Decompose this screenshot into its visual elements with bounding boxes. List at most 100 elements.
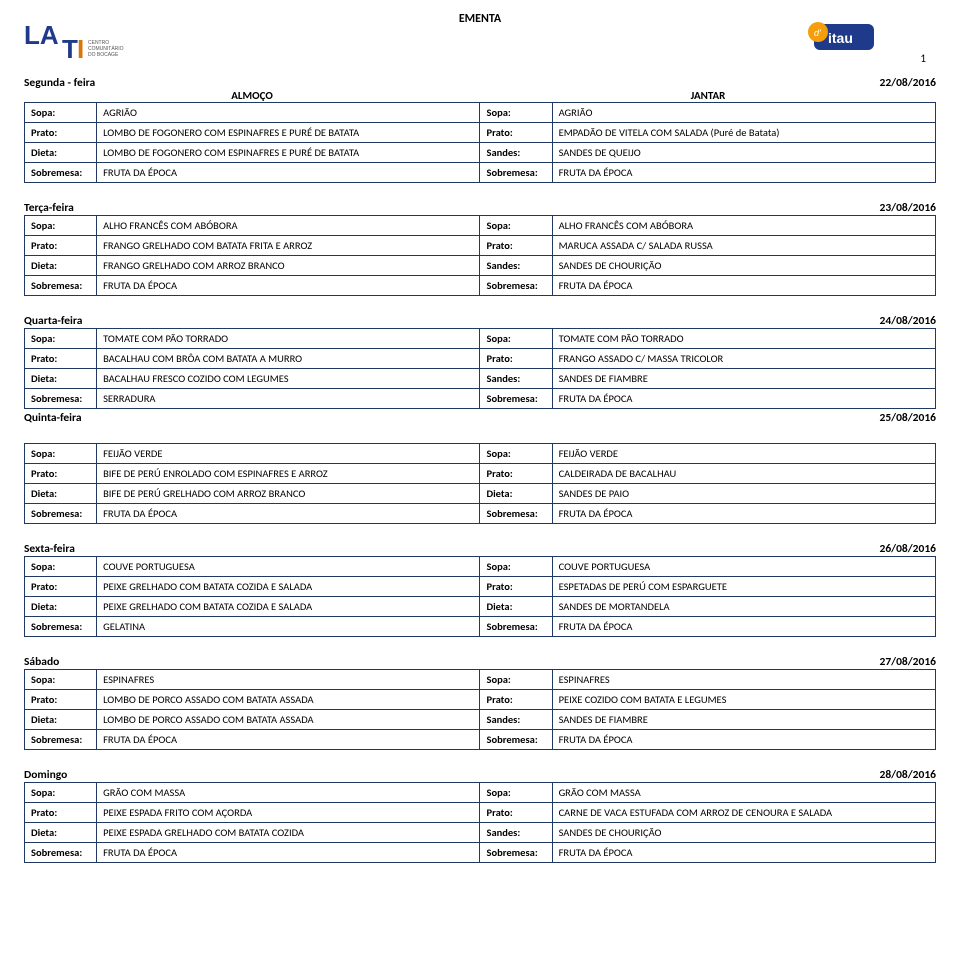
row-label-left: Dieta: [25, 484, 97, 504]
svg-text:DO BOCAGE: DO BOCAGE [88, 52, 119, 58]
row-value-right: ALHO FRANCÊS COM ABÓBORA [552, 216, 935, 236]
row-value-right: FRUTA DA ÉPOCA [552, 163, 935, 183]
row-value-left: LOMBO DE FOGONERO COM ESPINAFRES E PURÉ … [97, 143, 480, 163]
table-row: Sobremesa:FRUTA DA ÉPOCASobremesa:FRUTA … [25, 730, 936, 750]
row-label-right: Sobremesa: [480, 163, 552, 183]
row-value-right: SANDES DE PAIO [552, 484, 935, 504]
row-label-right: Sandes: [480, 369, 552, 389]
row-label-left: Prato: [25, 803, 97, 823]
row-label-right: Sopa: [480, 444, 552, 464]
row-value-right: FRUTA DA ÉPOCA [552, 276, 935, 296]
row-value-left: ESPINAFRES [97, 670, 480, 690]
row-label-left: Sobremesa: [25, 163, 97, 183]
table-row: Prato:BACALHAU COM BRÔA COM BATATA A MUR… [25, 349, 936, 369]
table-row: Sopa:COUVE PORTUGUESASopa:COUVE PORTUGUE… [25, 557, 936, 577]
table-row: Sobremesa:FRUTA DA ÉPOCASobremesa:FRUTA … [25, 504, 936, 524]
day-date: 25/08/2016 [879, 411, 936, 425]
svg-text:T: T [62, 34, 78, 62]
row-value-right: TOMATE COM PÃO TORRADO [552, 329, 935, 349]
day-block: Quarta-feira24/08/2016Sopa:TOMATE COM PÃ… [24, 314, 936, 425]
row-label-left: Sopa: [25, 670, 97, 690]
row-value-left: FRUTA DA ÉPOCA [97, 843, 480, 863]
menu-table: Sopa:FEIJÃO VERDESopa:FEIJÃO VERDEPrato:… [24, 443, 936, 524]
table-row: Sopa:ESPINAFRESSopa:ESPINAFRES [25, 670, 936, 690]
row-label-left: Dieta: [25, 823, 97, 843]
row-label-right: Sandes: [480, 823, 552, 843]
row-value-right: ESPINAFRES [552, 670, 935, 690]
row-value-left: LOMBO DE FOGONERO COM ESPINAFRES E PURÉ … [97, 123, 480, 143]
row-label-right: Sandes: [480, 710, 552, 730]
row-label-right: Dieta: [480, 484, 552, 504]
table-row: Prato:LOMBO DE FOGONERO COM ESPINAFRES E… [25, 123, 936, 143]
row-value-left: ALHO FRANCÊS COM ABÓBORA [97, 216, 480, 236]
row-value-left: FRUTA DA ÉPOCA [97, 163, 480, 183]
row-label-right: Sopa: [480, 216, 552, 236]
day-name: Sexta-feira [24, 542, 75, 556]
row-label-right: Prato: [480, 236, 552, 256]
row-value-left: FEIJÃO VERDE [97, 444, 480, 464]
table-row: Dieta:PEIXE ESPADA GRELHADO COM BATATA C… [25, 823, 936, 843]
row-value-right: MARUCA ASSADA C/ SALADA RUSSA [552, 236, 935, 256]
row-value-right: SANDES DE FIAMBRE [552, 369, 935, 389]
row-value-left: FRUTA DA ÉPOCA [97, 730, 480, 750]
days-container: Segunda - feira22/08/2016ALMOÇOJANTARSop… [24, 76, 936, 863]
row-label-left: Sobremesa: [25, 730, 97, 750]
row-value-right: GRÃO COM MASSA [552, 783, 935, 803]
row-label-left: Sopa: [25, 329, 97, 349]
table-row: Prato:PEIXE GRELHADO COM BATATA COZIDA E… [25, 577, 936, 597]
row-value-right: SANDES DE FIAMBRE [552, 710, 935, 730]
day-name: Quarta-feira [24, 314, 82, 328]
row-value-right: CARNE DE VACA ESTUFADA COM ARROZ DE CENO… [552, 803, 935, 823]
row-value-left: PEIXE GRELHADO COM BATATA COZIDA E SALAD… [97, 577, 480, 597]
day-name: Domingo [24, 768, 67, 782]
table-row: Sobremesa:FRUTA DA ÉPOCASobremesa:FRUTA … [25, 163, 936, 183]
row-value-left: LOMBO DE PORCO ASSADO COM BATATA ASSADA [97, 690, 480, 710]
page-title: EMENTA [459, 12, 501, 26]
svg-text:I: I [77, 34, 84, 62]
svg-text:d': d' [814, 28, 821, 38]
row-label-right: Prato: [480, 464, 552, 484]
row-label-right: Sobremesa: [480, 843, 552, 863]
table-row: Prato:LOMBO DE PORCO ASSADO COM BATATA A… [25, 690, 936, 710]
meal-header-dinner: JANTAR [480, 89, 936, 102]
row-value-right: SANDES DE CHOURIÇÃO [552, 256, 935, 276]
table-row: Sopa:FEIJÃO VERDESopa:FEIJÃO VERDE [25, 444, 936, 464]
table-row: Prato:PEIXE ESPADA FRITO COM AÇORDAPrato… [25, 803, 936, 823]
day-header: Domingo 28/08/2016 [24, 768, 936, 782]
day-date: 27/08/2016 [879, 655, 936, 669]
table-row: Dieta:BIFE DE PERÚ GRELHADO COM ARROZ BR… [25, 484, 936, 504]
day-block: Sopa:FEIJÃO VERDESopa:FEIJÃO VERDEPrato:… [24, 443, 936, 524]
menu-table: Sopa:ESPINAFRESSopa:ESPINAFRESPrato:LOMB… [24, 669, 936, 750]
table-row: Sobremesa:FRUTA DA ÉPOCASobremesa:FRUTA … [25, 843, 936, 863]
row-value-left: PEIXE ESPADA GRELHADO COM BATATA COZIDA [97, 823, 480, 843]
day-date: 26/08/2016 [879, 542, 936, 556]
row-value-left: FRANGO GRELHADO COM BATATA FRITA E ARROZ [97, 236, 480, 256]
day-header: Sábado27/08/2016 [24, 655, 936, 669]
day-header: Terça-feira23/08/2016 [24, 201, 936, 215]
row-label-left: Prato: [25, 577, 97, 597]
meal-headers: ALMOÇOJANTAR [24, 89, 936, 102]
row-label-left: Sobremesa: [25, 504, 97, 524]
table-row: Dieta:PEIXE GRELHADO COM BATATA COZIDA E… [25, 597, 936, 617]
row-label-right: Sobremesa: [480, 276, 552, 296]
row-label-left: Prato: [25, 349, 97, 369]
row-label-right: Prato: [480, 577, 552, 597]
table-row: Sopa:AGRIÃOSopa:AGRIÃO [25, 103, 936, 123]
row-value-right: ESPETADAS DE PERÚ COM ESPARGUETE [552, 577, 935, 597]
row-value-left: BACALHAU COM BRÔA COM BATATA A MURRO [97, 349, 480, 369]
row-label-left: Dieta: [25, 597, 97, 617]
row-label-left: Sopa: [25, 103, 97, 123]
row-value-left: TOMATE COM PÃO TORRADO [97, 329, 480, 349]
table-row: Sopa:GRÃO COM MASSASopa:GRÃO COM MASSA [25, 783, 936, 803]
row-value-right: FRUTA DA ÉPOCA [552, 617, 935, 637]
row-value-left: FRANGO GRELHADO COM ARROZ BRANCO [97, 256, 480, 276]
row-label-right: Prato: [480, 803, 552, 823]
table-row: Dieta:BACALHAU FRESCO COZIDO COM LEGUMES… [25, 369, 936, 389]
menu-table: Sopa:GRÃO COM MASSASopa:GRÃO COM MASSAPr… [24, 782, 936, 863]
svg-text:itau: itau [828, 30, 853, 46]
day-date: 28/08/2016 [879, 768, 936, 782]
row-label-left: Sobremesa: [25, 389, 97, 409]
menu-table: Sopa:TOMATE COM PÃO TORRADOSopa:TOMATE C… [24, 328, 936, 409]
svg-text:COMUNITÁRIO: COMUNITÁRIO [88, 45, 124, 52]
day-name: Terça-feira [24, 201, 74, 215]
